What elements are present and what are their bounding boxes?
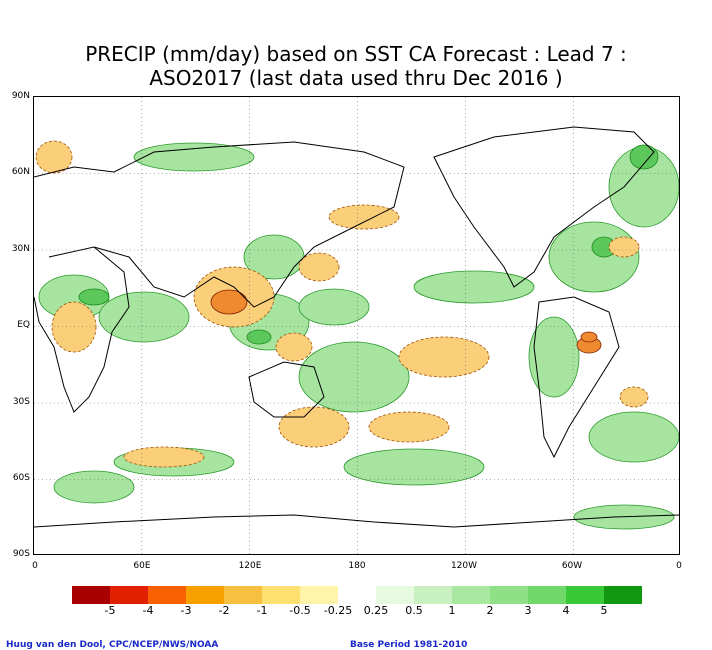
map-title-line2: ASO2017 (last data used thru Dec 2016 ): [149, 66, 563, 90]
legend-swatch: [186, 586, 224, 604]
legend-swatch: [490, 586, 528, 604]
legend-swatch: [224, 586, 262, 604]
dry-anomaly-regions: [35, 140, 649, 468]
dry-region: [123, 446, 205, 468]
dry-region: [51, 301, 97, 353]
legend-label: -2: [218, 604, 230, 617]
dry-region: [298, 252, 340, 282]
legend-label: 0.25: [363, 604, 389, 617]
legend-swatch: [300, 586, 338, 604]
legend-swatch: [414, 586, 452, 604]
legend-swatch: [338, 586, 376, 604]
legend-swatch: [376, 586, 414, 604]
wet-region: [548, 221, 640, 293]
legend-swatch: [72, 586, 110, 604]
dry-region: [328, 204, 400, 230]
eurasia-coastline: [34, 141, 405, 308]
lat-label-90s: 90S: [12, 549, 30, 559]
legend-label: -5: [104, 604, 116, 617]
legend-swatch: [604, 586, 642, 604]
wet-region: [528, 316, 580, 398]
wet-region: [343, 448, 485, 486]
lon-label-180: 180: [348, 561, 366, 571]
precip-map-svg: [34, 97, 679, 554]
map-title-line1: PRECIP (mm/day) based on SST CA Forecast…: [85, 42, 627, 66]
wet-region: [588, 411, 679, 463]
legend-label: -1: [256, 604, 268, 617]
lon-label-120e: 120E: [238, 561, 262, 571]
lat-label-30n: 30N: [11, 244, 30, 254]
south-america-coastline: [533, 296, 620, 459]
lat-label-90n: 90N: [11, 91, 30, 101]
legend-label: -0.5: [289, 604, 311, 617]
dry-region: [278, 406, 350, 448]
legend-label: 0.5: [405, 604, 423, 617]
wet-core: [78, 288, 110, 306]
legend-label: 1: [448, 604, 456, 617]
map-gridlines: [34, 97, 679, 554]
dry-region: [619, 386, 649, 408]
lon-label-60e: 60E: [133, 561, 151, 571]
base-period-text: Base Period 1981-2010: [350, 640, 468, 650]
legend-swatch: [566, 586, 604, 604]
dry-region: [398, 336, 490, 378]
wet-region: [298, 341, 410, 413]
legend-swatch: [452, 586, 490, 604]
legend-swatch: [528, 586, 566, 604]
lat-label-30s: 30S: [12, 397, 30, 407]
wet-region: [413, 270, 535, 304]
legend-swatch: [262, 586, 300, 604]
australia-coastline: [248, 361, 325, 418]
north-america-coastline: [433, 126, 655, 288]
legend-swatch: [110, 586, 148, 604]
legend-swatch: [148, 586, 186, 604]
dry-core: [580, 331, 598, 343]
legend-colorbar: [72, 586, 642, 604]
lat-label-60s: 60S: [12, 473, 30, 483]
wet-region: [298, 288, 370, 326]
precip-map: [33, 96, 680, 555]
wet-core: [629, 144, 659, 170]
dry-region: [35, 140, 73, 174]
antarctica-coastline: [34, 514, 679, 528]
legend-label: 2: [486, 604, 494, 617]
legend-label: 4: [562, 604, 570, 617]
credit-text: Huug van den Dool, CPC/NCEP/NWS/NOAA: [6, 640, 219, 650]
strong-dry-regions: [210, 289, 602, 354]
lon-label-60w: 60W: [561, 561, 583, 571]
legend-label: -3: [180, 604, 192, 617]
lat-label-eq: EQ: [17, 320, 30, 330]
lon-label-120w: 120W: [450, 561, 478, 571]
legend-label: -0.25: [323, 604, 353, 617]
wet-core: [246, 329, 272, 345]
legend-label: 5: [600, 604, 608, 617]
strong-wet-regions: [78, 144, 659, 345]
wet-region: [133, 142, 255, 172]
dry-region: [608, 236, 640, 258]
wet-region: [53, 470, 135, 504]
africa-coastline: [34, 246, 130, 413]
lat-label-60n: 60N: [11, 167, 30, 177]
lon-label-0: 0: [32, 561, 38, 571]
dry-region: [275, 332, 313, 362]
legend-label: 3: [524, 604, 532, 617]
dry-core: [210, 289, 248, 315]
lon-label-0-east: 0: [676, 561, 682, 571]
coastlines: [34, 126, 679, 528]
dry-region: [368, 411, 450, 443]
wet-region: [98, 291, 190, 343]
legend-label: -4: [142, 604, 154, 617]
